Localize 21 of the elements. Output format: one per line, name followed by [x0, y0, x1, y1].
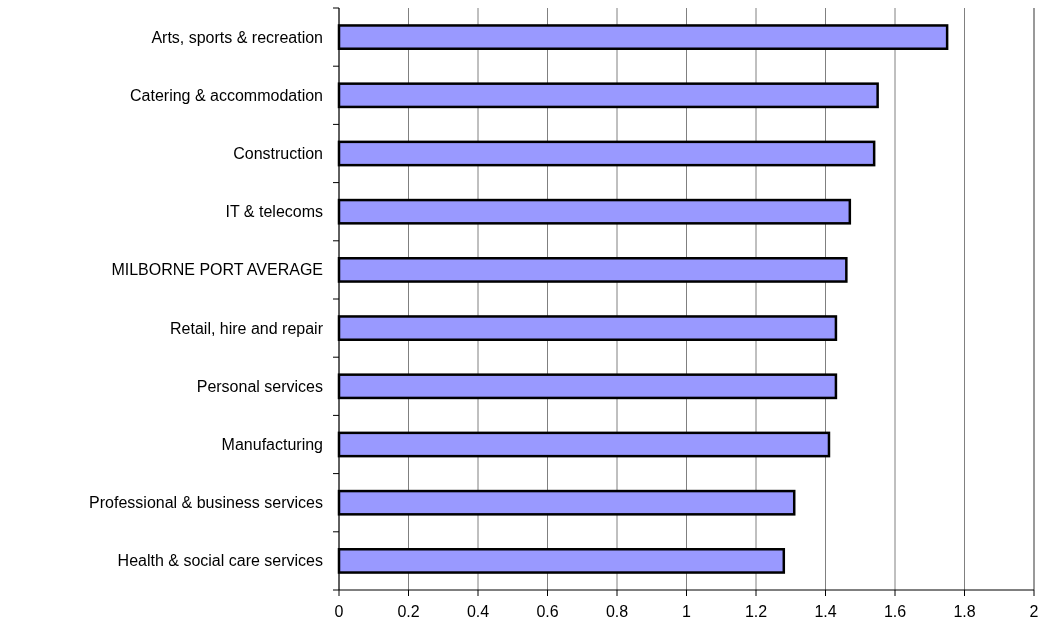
x-tick-label: 0.4: [466, 603, 490, 620]
x-tick-label: 0.8: [605, 603, 629, 620]
y-tick-label: Professional & business services: [89, 494, 323, 512]
x-tick-label: 1.2: [744, 603, 768, 620]
y-tick-label: IT & telecoms: [225, 203, 323, 221]
y-tick-label: Personal services: [196, 377, 323, 395]
y-tick-label: Catering & accommodation: [130, 86, 323, 104]
x-tick-label: 1: [682, 603, 692, 620]
x-tick-label: 1.4: [814, 603, 837, 620]
y-tick-label: Manufacturing: [221, 436, 323, 453]
y-tick-label: MILBORNE PORT AVERAGE: [111, 261, 323, 279]
x-tick-label: 1.6: [883, 603, 907, 620]
y-tick-label: Construction: [233, 145, 323, 162]
x-tick-label: 0.2: [397, 603, 420, 620]
x-tick-label: 1.8: [953, 603, 976, 620]
x-tick-label: 0.6: [536, 603, 559, 620]
y-tick-label: Arts, sports & recreation: [151, 28, 323, 46]
y-tick-label: Retail, hire and repair: [170, 319, 324, 337]
x-tick-label: 2: [1029, 603, 1039, 620]
x-tick-label: 0: [334, 603, 344, 620]
y-tick-label: Health & social care services: [117, 552, 323, 570]
